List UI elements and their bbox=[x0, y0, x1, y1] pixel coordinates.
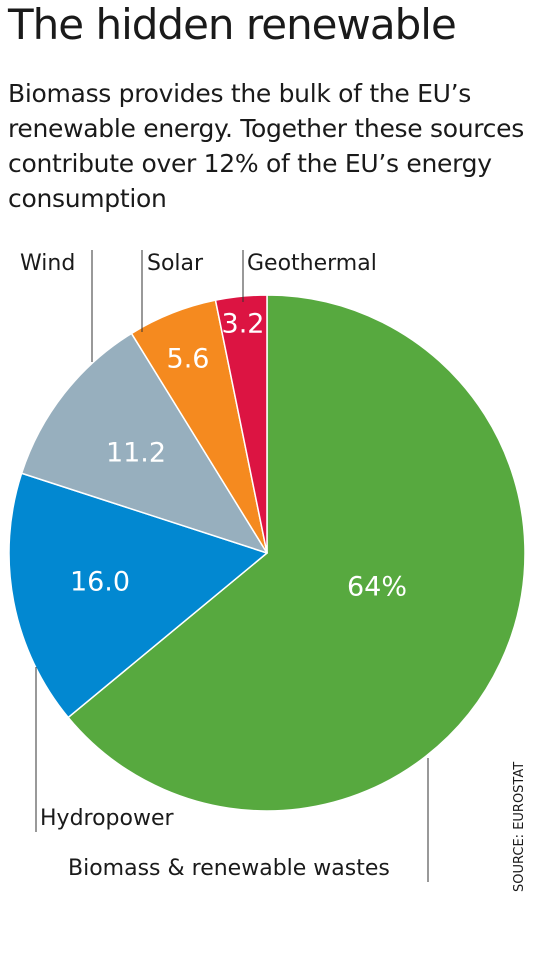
leader-lines bbox=[35, 250, 429, 882]
pie-slice-wind bbox=[20, 332, 268, 554]
slice-name-label: Biomass & renewable wastes bbox=[68, 856, 390, 881]
slice-name-label: Hydropower bbox=[40, 806, 175, 831]
slice-value-label: 64% bbox=[347, 572, 407, 603]
chart-title: The hidden renewable bbox=[8, 0, 457, 49]
slice-value-label: 11.2 bbox=[106, 438, 166, 469]
pie-slices bbox=[8, 294, 526, 812]
slice-value-label: 16.0 bbox=[70, 567, 130, 598]
slice-name-label: Geothermal bbox=[247, 251, 377, 276]
slice-value-label: 5.6 bbox=[167, 344, 210, 375]
pie-slice-hydropower bbox=[8, 472, 268, 719]
pie-slice-biomass-renewable-wastes bbox=[67, 294, 526, 812]
slice-name-label: Solar bbox=[147, 251, 204, 276]
slice-value-labels: 64% 16.0 11.2 5.6 3.2 bbox=[70, 309, 407, 603]
chart-subtitle: Biomass provides the bulk of the EU’s re… bbox=[8, 79, 524, 213]
slice-name-labels: Biomass & renewable wastes Hydropower Wind… bbox=[20, 251, 390, 881]
slice-value-label: 3.2 bbox=[222, 309, 265, 340]
source-note: SOURCE: EUROSTAT bbox=[512, 761, 527, 892]
pie-slice-geothermal bbox=[214, 294, 268, 554]
slice-name-label: Wind bbox=[20, 251, 75, 276]
